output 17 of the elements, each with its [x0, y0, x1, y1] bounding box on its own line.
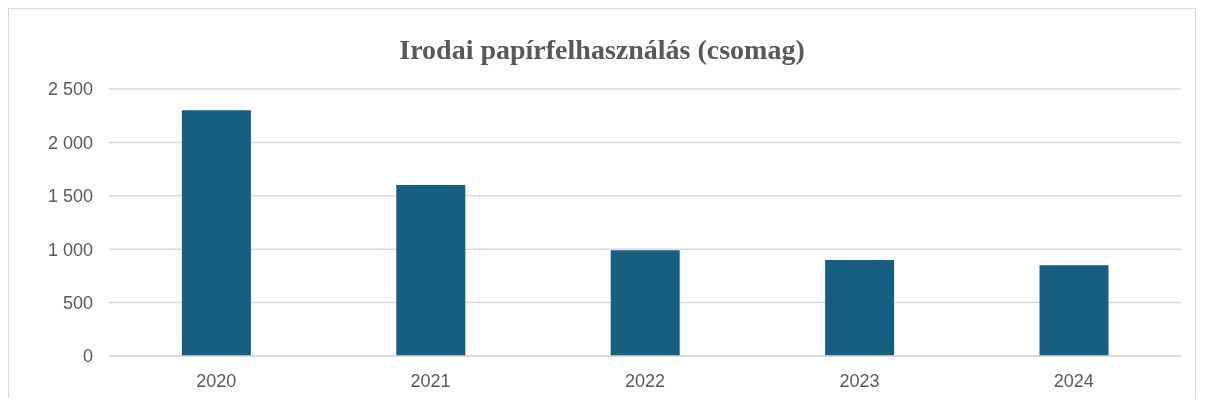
- x-tick-label: 2023: [839, 370, 880, 391]
- bar: [181, 110, 251, 356]
- y-tick-label: 2 000: [47, 132, 93, 153]
- bar: [1039, 265, 1109, 356]
- y-tick-label: 0: [82, 346, 93, 367]
- bar: [396, 185, 466, 356]
- bar: [825, 259, 895, 356]
- x-tick-label: 2020: [196, 370, 237, 391]
- y-tick-label: 500: [62, 292, 93, 313]
- y-tick-label: 2 500: [47, 79, 93, 100]
- chart-title: Irodai papírfelhasználás (csomag): [398, 33, 806, 67]
- y-tick-label: 1 000: [47, 239, 93, 260]
- x-tick-label: 2024: [1053, 370, 1094, 391]
- x-tick-label: 2022: [624, 370, 666, 391]
- x-tick-label: 2021: [410, 370, 451, 391]
- bar: [610, 250, 680, 356]
- y-tick-label: 1 500: [47, 186, 93, 207]
